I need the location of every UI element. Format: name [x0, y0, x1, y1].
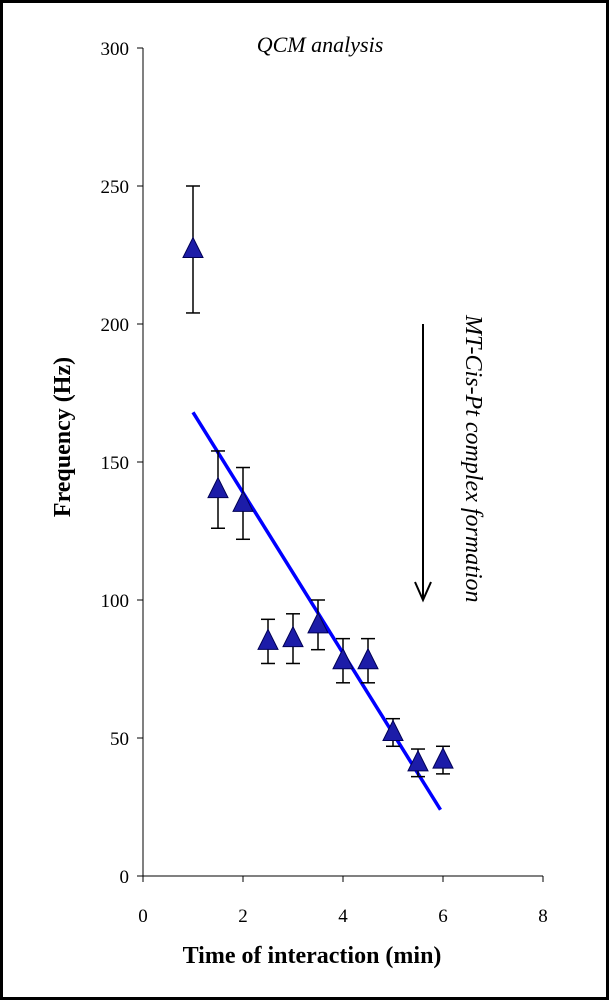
y-axis-title: Frequency (Hz)	[50, 357, 76, 517]
data-point	[232, 490, 254, 512]
marks	[182, 185, 454, 811]
annotation-text: MT-Cis-Pt complex formation	[460, 314, 486, 603]
chart-title: QCM analysis	[257, 32, 384, 57]
x-tick-label: 2	[238, 906, 248, 927]
x-tick-label: 0	[138, 906, 148, 927]
y-tick-label: 300	[101, 39, 130, 60]
y-tick-label: 200	[101, 315, 130, 336]
y-tick-label: 250	[101, 177, 130, 198]
data-point	[257, 628, 279, 650]
data-point	[332, 647, 354, 670]
data-point	[432, 746, 454, 769]
data-point	[382, 719, 404, 741]
data-point	[282, 625, 304, 648]
y-tick-label: 50	[110, 729, 129, 750]
y-tick-label: 150	[101, 453, 130, 474]
data-point	[182, 236, 204, 258]
annotation-arrow-head	[414, 581, 432, 603]
x-tick-label: 6	[438, 906, 448, 927]
data-point	[207, 476, 229, 499]
x-axis-title: Time of interaction (min)	[183, 943, 442, 969]
data-point	[357, 647, 379, 670]
data-point	[407, 749, 429, 772]
axes: 0 50 100 150 200 250 300 0 2 4 6 8	[101, 39, 548, 927]
data-point	[307, 611, 329, 634]
x-tick-label: 4	[338, 906, 348, 927]
y-tick-label: 0	[120, 867, 130, 888]
trend-line	[191, 411, 442, 811]
x-tick-label: 8	[538, 906, 548, 927]
y-tick-label: 100	[101, 591, 130, 612]
